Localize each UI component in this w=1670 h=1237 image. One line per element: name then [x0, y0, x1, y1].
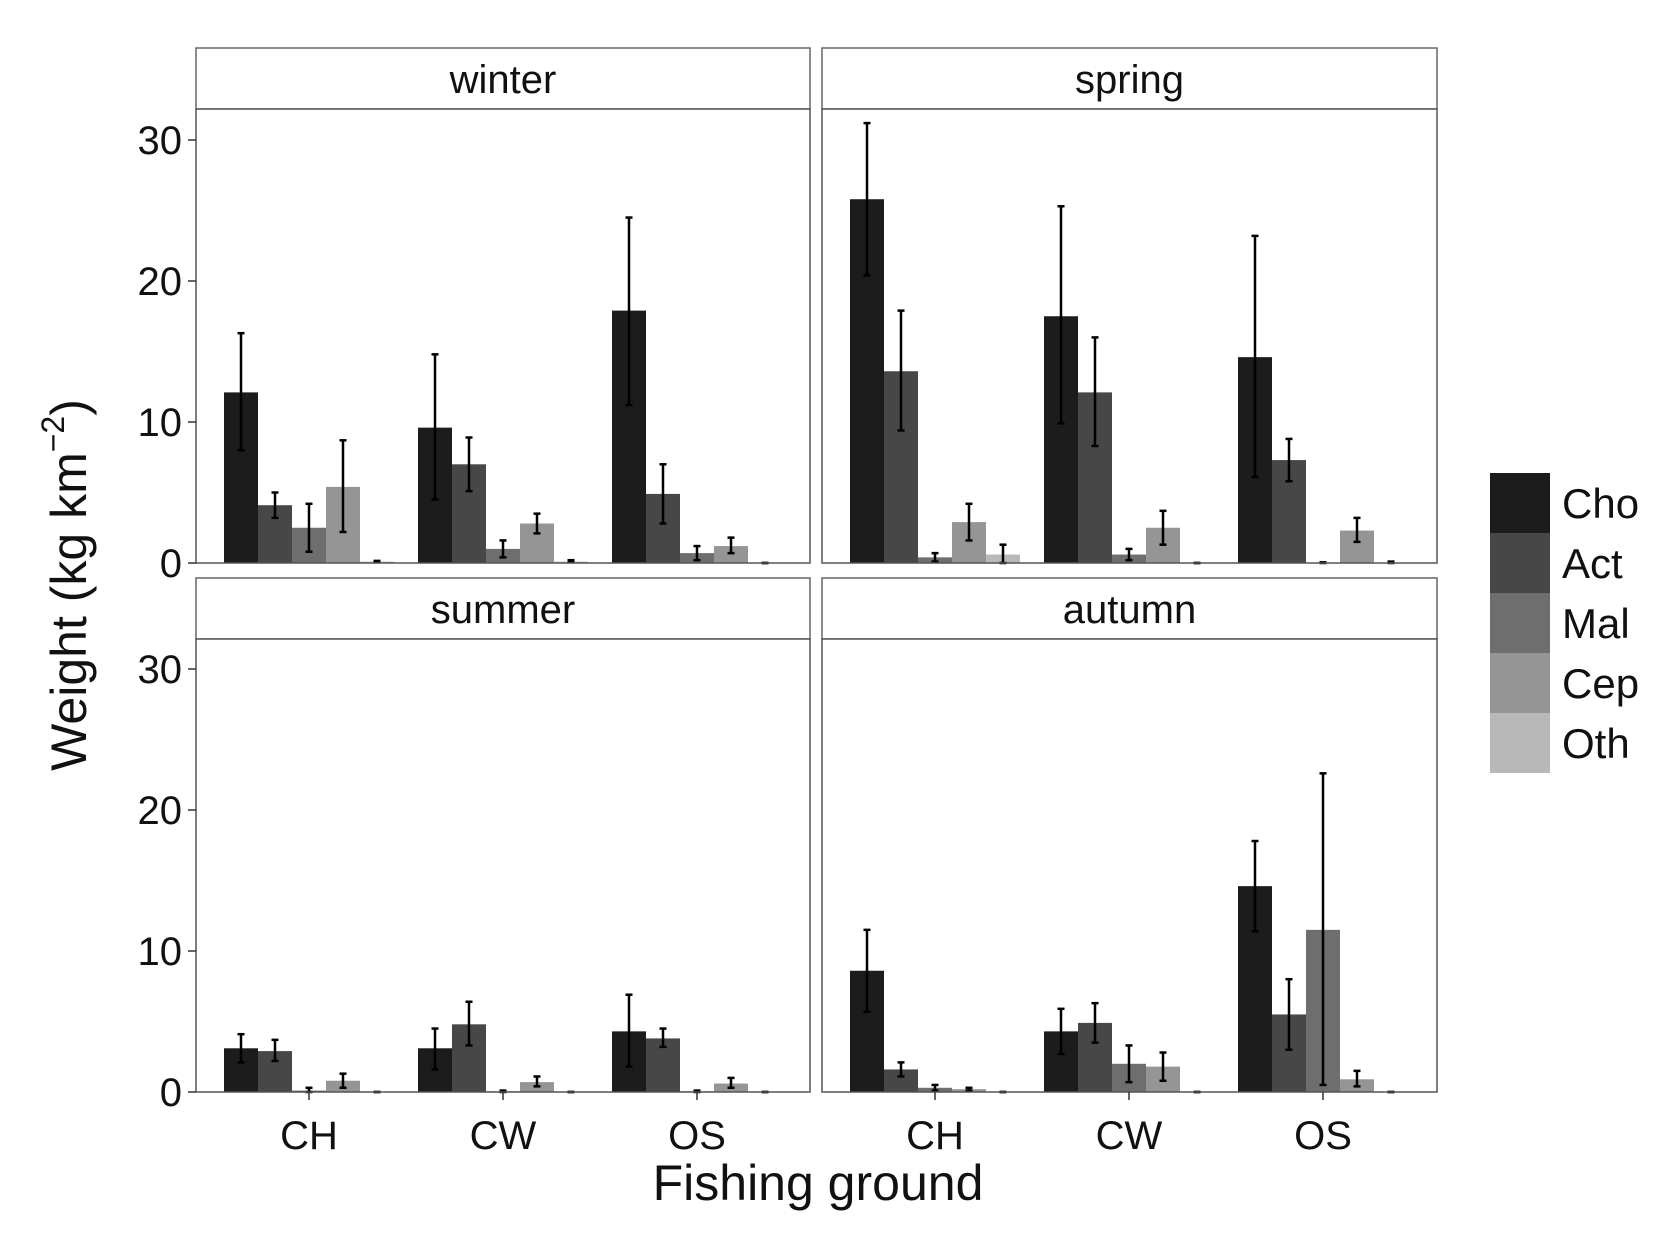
error-bar-winter-CW-Act	[465, 436, 473, 493]
error-bar-winter-CW-Cho	[431, 353, 439, 501]
x-tick-label-CH: CH	[280, 1114, 338, 1158]
strip-summer	[195, 577, 811, 640]
error-bar-winter-OS-Cep	[727, 536, 735, 555]
plot-background	[196, 639, 810, 1092]
error-bar-spring-CW-Cep	[1159, 509, 1167, 546]
legend-label-Cho: Cho	[1562, 480, 1639, 527]
legend-label-Cep: Cep	[1562, 660, 1639, 707]
error-bar-spring-CH-Act	[897, 309, 905, 432]
error-bar-winter-CH-Mal	[305, 502, 313, 553]
legend-key-Cho	[1490, 473, 1550, 533]
error-bar-winter-CH-Cep	[339, 439, 347, 534]
error-bar-winter-CW-Cep	[533, 512, 541, 535]
panel-border-winter	[195, 108, 811, 564]
legend-label-Oth: Oth	[1562, 720, 1630, 767]
error-bar-winter-CH-Cho	[237, 331, 245, 452]
error-bar-spring-OS-Act	[1285, 437, 1293, 483]
error-bar-winter-CW-Oth	[567, 558, 575, 564]
error-bar-autumn-CW-Act	[1091, 1001, 1099, 1044]
error-bar-spring-CH-Mal	[931, 551, 939, 563]
y-tick-label-30: 30	[138, 648, 183, 692]
error-bar-summer-OS-Cep	[727, 1076, 735, 1090]
strip-spring	[821, 47, 1438, 110]
error-bar-winter-CH-Act	[271, 491, 279, 520]
error-bar-summer-CW-Cep	[533, 1075, 541, 1088]
strip-autumn	[821, 577, 1438, 640]
error-bar-spring-OS-Cep	[1353, 516, 1361, 544]
error-bar-autumn-OS-Act	[1285, 977, 1293, 1051]
error-bar-autumn-CH-Mal	[931, 1083, 939, 1092]
y-axis-title-close: )	[41, 399, 97, 416]
error-bar-autumn-CH-Act	[897, 1061, 905, 1078]
error-bar-summer-OS-Cho	[625, 993, 633, 1068]
error-bar-autumn-CH-Cho	[863, 928, 871, 1013]
x-tick-label-CW: CW	[470, 1114, 537, 1158]
error-bar-spring-CW-Mal	[1125, 547, 1133, 562]
error-bar-summer-CH-Cep	[339, 1072, 347, 1090]
y-axis-title: Weight (kg km−2)	[35, 399, 97, 771]
y-tick-label-0: 0	[160, 1071, 182, 1115]
error-bar-summer-CW-Cho	[431, 1027, 439, 1071]
error-bar-autumn-OS-Mal	[1319, 772, 1327, 1087]
error-bar-autumn-CW-Cep	[1159, 1051, 1167, 1082]
legend-label-Act: Act	[1562, 540, 1623, 587]
panel-border-spring	[821, 108, 1438, 564]
strip-winter	[195, 47, 811, 110]
error-bar-summer-CH-Act	[271, 1038, 279, 1063]
strip-label-spring: spring	[1075, 58, 1184, 102]
error-bar-autumn-CH-Cep	[965, 1086, 973, 1092]
error-bar-autumn-CW-Mal	[1125, 1044, 1133, 1084]
error-bar-spring-CW-Cho	[1057, 205, 1065, 425]
panels: winter spring summer autumn	[195, 47, 1438, 1094]
bar-winter-OS-Cep	[714, 546, 748, 563]
legend-key-Mal	[1490, 593, 1550, 653]
error-bar-spring-CW-Act	[1091, 336, 1099, 448]
error-bar-autumn-OS-Cho	[1251, 839, 1259, 933]
error-bar-spring-OS-Cho	[1251, 234, 1259, 479]
legend: Cho Act Mal Cep Oth	[1490, 473, 1639, 773]
plot-background	[196, 109, 810, 563]
error-bar-autumn-OS-Cep	[1353, 1069, 1361, 1088]
error-bar-summer-OS-Act	[659, 1027, 667, 1049]
y-axis-title-text: Weight (kg km	[41, 452, 97, 771]
legend-key-Cep	[1490, 653, 1550, 713]
bar-autumn-CH-Act	[884, 1069, 918, 1092]
legend-key-Act	[1490, 533, 1550, 593]
strip-label-winter: winter	[449, 58, 557, 102]
x-tick-label-OS: OS	[668, 1114, 726, 1158]
panel-summer: summer	[195, 577, 811, 1094]
y-axis-title-superscript: −2	[35, 416, 71, 452]
y-tick-label-10: 10	[138, 930, 183, 974]
legend-label-Mal: Mal	[1562, 600, 1630, 647]
panel-autumn: autumn	[821, 577, 1438, 1094]
panel-winter: winter	[195, 47, 811, 565]
x-tick-label-CH: CH	[906, 1114, 964, 1158]
y-tick-label-30: 30	[138, 119, 183, 163]
y-tick-label-20: 20	[138, 260, 183, 304]
x-tick-label-OS: OS	[1294, 1114, 1352, 1158]
plot-background	[822, 639, 1437, 1092]
error-bar-winter-OS-Mal	[693, 544, 701, 562]
error-bar-summer-CW-Act	[465, 1000, 473, 1047]
legend-key-Oth	[1490, 713, 1550, 773]
error-bar-autumn-CW-Cho	[1057, 1007, 1065, 1056]
error-bar-winter-OS-Act	[659, 463, 667, 525]
y-tick-label-20: 20	[138, 789, 183, 833]
x-tick-label-CW: CW	[1096, 1114, 1163, 1158]
strip-label-summer: summer	[431, 588, 575, 632]
x-axis-title: Fishing ground	[653, 1155, 984, 1211]
error-bar-spring-CH-Cep	[965, 502, 973, 542]
error-bar-spring-CH-Cho	[863, 121, 871, 277]
axes: 0 10 20 30 0 10 20 30 CH CW OS CH CW OS	[138, 119, 1352, 1158]
y-tick-label-10: 10	[138, 401, 183, 445]
y-tick-label-0: 0	[160, 542, 182, 586]
error-bar-winter-CW-Mal	[499, 539, 507, 559]
plot-background	[822, 109, 1437, 563]
panel-spring: spring	[821, 47, 1438, 565]
error-bar-winter-CH-Oth	[373, 559, 381, 564]
error-bar-winter-OS-Cho	[625, 216, 633, 407]
strip-label-autumn: autumn	[1063, 588, 1196, 632]
error-bar-summer-CH-Cho	[237, 1032, 245, 1064]
